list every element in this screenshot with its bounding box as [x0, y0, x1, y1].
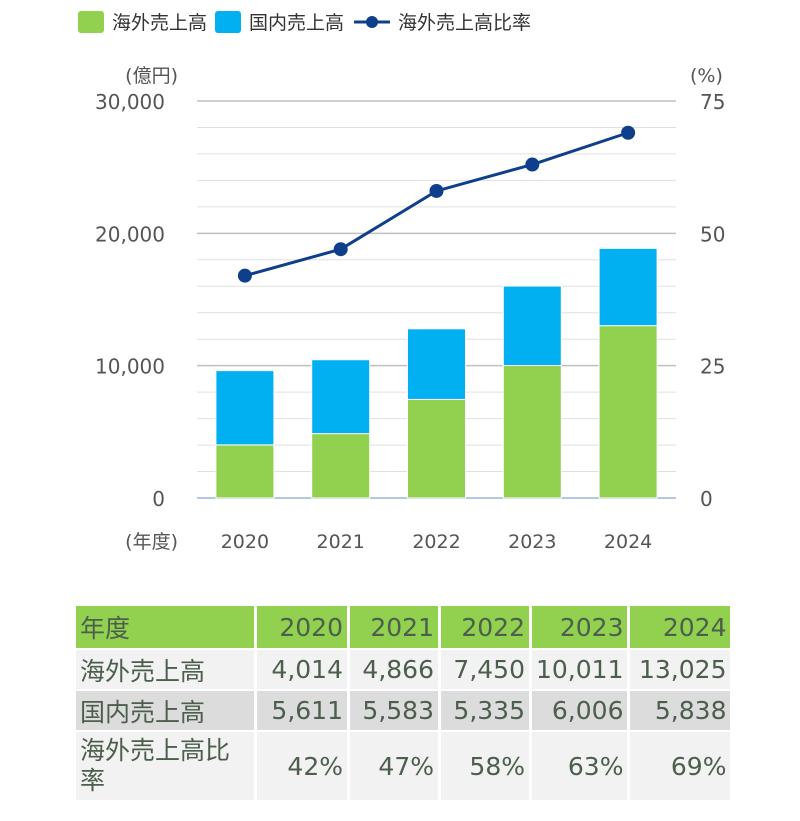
y2-tick-label: 75: [700, 90, 725, 114]
table-cell: 69%: [630, 732, 731, 800]
table-cell: 63%: [532, 732, 628, 800]
legend-item-domestic: 国内売上高: [215, 8, 344, 35]
table-cell: 5,335: [441, 691, 529, 730]
bar-overseas: [311, 433, 371, 499]
table-cell: 42%: [257, 732, 347, 800]
line-marker-icon: [354, 15, 391, 28]
y-tick-label: 0: [152, 487, 165, 511]
bar-overseas: [598, 325, 658, 499]
ratio-point: [429, 183, 444, 198]
table-cell: 5,583: [350, 691, 438, 730]
legend-label: 海外売上高比率: [398, 12, 532, 34]
ratio-point: [621, 125, 636, 140]
bar-overseas: [502, 365, 562, 499]
table-cell: 5,611: [257, 691, 347, 730]
x-tick-label: 2020: [221, 531, 269, 553]
bar-overseas: [407, 398, 466, 499]
x-tick-label: 2022: [412, 531, 460, 553]
y2-tick-label: 0: [700, 487, 713, 511]
bar-domestic: [311, 359, 371, 435]
y-tick-label: 20,000: [95, 222, 165, 246]
x-tick-label: 2023: [508, 531, 556, 553]
bar-domestic: [598, 247, 658, 327]
table-row: 国内売上高 5,611 5,583 5,335 6,006 5,838: [76, 691, 731, 730]
y2-axis-label: (%): [690, 65, 723, 87]
legend-label: 国内売上高: [249, 12, 345, 34]
bar-domestic: [215, 370, 275, 446]
x-axis-label: (年度): [125, 531, 178, 553]
table-cell: 年度: [76, 606, 254, 648]
y-tick-label: 30,000: [95, 90, 165, 114]
bar-domestic: [407, 328, 466, 400]
y-tick-label: 10,000: [95, 355, 165, 379]
table-cell: 10,011: [532, 650, 628, 689]
table-cell: 4,866: [350, 650, 438, 689]
table-cell: 47%: [350, 732, 438, 800]
legend-label: 海外売上高: [112, 12, 208, 34]
table-cell: 13,025: [630, 650, 731, 689]
y-axis-label: (億円): [125, 65, 178, 87]
table-cell: 7,450: [441, 650, 529, 689]
legend-item-ratio: 海外売上高比率: [352, 8, 531, 35]
bar-overseas: [215, 444, 275, 499]
table-cell: 58%: [441, 732, 529, 800]
table-cell: 2021: [350, 606, 438, 648]
table-cell: 海外売上高: [76, 650, 254, 689]
table-cell: 国内売上高: [76, 691, 254, 730]
x-tick-label: 2024: [604, 531, 652, 553]
ratio-point: [237, 268, 252, 283]
table-cell: 2023: [532, 606, 628, 648]
x-tick-label: 2021: [317, 531, 365, 553]
table-cell: 海外売上高比率: [76, 732, 254, 800]
table-row: 海外売上高 4,014 4,866 7,450 10,011 13,025: [76, 650, 731, 689]
table-row: 海外売上高比率 42% 47% 58% 63% 69%: [76, 732, 731, 800]
table-cell: 2020: [257, 606, 347, 648]
table-cell: 5,838: [630, 691, 731, 730]
data-table: 年度 2020 2021 2022 2023 2024 海外売上高 4,014 …: [73, 604, 733, 802]
ratio-point: [333, 242, 348, 257]
ratio-point: [525, 157, 540, 172]
table-header-row: 年度 2020 2021 2022 2023 2024: [76, 606, 731, 648]
legend-swatch: [215, 10, 242, 33]
legend-item-overseas: 海外売上高: [78, 8, 207, 35]
y2-tick-label: 50: [700, 222, 725, 246]
legend-swatch: [78, 10, 104, 33]
chart: 0 10,000 20,000 30,000 0 25 50 75 (億円) (%) (年度) 202…: [95, 65, 725, 553]
bar-domestic: [502, 285, 562, 367]
table-cell: 2024: [630, 606, 731, 648]
legend: 海外売上高 国内売上高 海外売上高比率: [78, 8, 539, 35]
table-cell: 6,006: [532, 691, 628, 730]
table-cell: 4,014: [257, 650, 347, 689]
y2-tick-label: 25: [700, 355, 725, 379]
table-cell: 2022: [441, 606, 529, 648]
